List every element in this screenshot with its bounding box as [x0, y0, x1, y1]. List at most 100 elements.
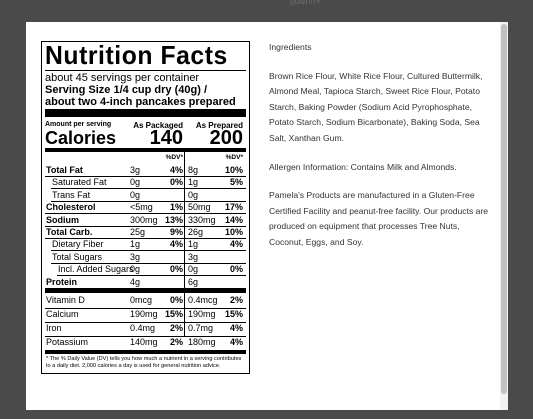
rule: [45, 225, 246, 227]
dv-header: %DV*: [165, 154, 183, 161]
dv: 15%: [164, 309, 183, 319]
amount: 3g: [130, 251, 141, 262]
amount-per-serving: Amount per serving: [45, 121, 112, 128]
serving-size: Serving Size 1/4 cup dry (40g) /: [45, 84, 207, 96]
rule: [45, 213, 246, 214]
dv: 15%: [224, 309, 243, 319]
nutrient-name: Vitamin D: [46, 295, 85, 305]
dv: 0%: [169, 295, 183, 305]
amount: 0.7mg: [188, 323, 214, 333]
amount: 0g: [130, 189, 141, 200]
amount: 190mg: [130, 309, 158, 319]
dv: 9%: [169, 227, 183, 237]
rule: [45, 70, 246, 71]
dv: 2%: [229, 295, 243, 305]
dv-header: %DV*: [225, 154, 243, 161]
amount: 0mcg: [130, 295, 153, 305]
amount: 0g: [130, 177, 141, 188]
dv: 0%: [229, 264, 243, 275]
info-column: Ingredients Brown Rice Flour, White Rice…: [269, 40, 494, 264]
dv: 2%: [169, 337, 183, 347]
nutrient-name: Incl. Added Sugars: [58, 264, 134, 275]
nutrient-name: Saturated Fat: [52, 177, 107, 188]
dv: 10%: [224, 165, 243, 175]
amount: 1g: [188, 239, 199, 250]
ingredients: Brown Rice Flour, White Rice Flour, Cult…: [269, 70, 483, 143]
nutrition-label: Nutrition Facts about 45 servings per con…: [41, 40, 250, 374]
dv: 14%: [224, 214, 243, 225]
rule: [51, 250, 246, 251]
nutrient-name: Trans Fat: [52, 189, 91, 200]
rule: [45, 148, 246, 152]
dv: 17%: [224, 202, 243, 213]
dv: 1%: [169, 202, 183, 213]
rule: [57, 275, 246, 276]
nutrient-name: Dietary Fiber: [52, 239, 104, 250]
amount: 3g: [188, 251, 199, 262]
facility: Pamela's Products are manufactured in a …: [269, 190, 489, 247]
scrollbar-thumb: [501, 24, 507, 394]
amount: 0.4mcg: [188, 295, 218, 305]
nutrient-name: Potassium: [46, 337, 89, 347]
rule: [51, 262, 246, 264]
nutrient-name: Calcium: [46, 309, 79, 319]
dv: 5%: [229, 177, 243, 188]
amount: 180mg: [188, 337, 216, 347]
amount: 0.4mg: [130, 323, 156, 333]
rule: [51, 188, 246, 189]
serving-size: about two 4-inch pancakes prepared: [45, 96, 236, 108]
dv: 2%: [169, 323, 183, 333]
amount: 26g: [188, 227, 204, 237]
amount: 1g: [188, 177, 199, 188]
rule: [45, 307, 246, 309]
dv: 0%: [169, 264, 183, 275]
nutrient-name: Total Carb.: [46, 227, 93, 237]
amount: 140mg: [130, 337, 158, 347]
amount: <5mg: [130, 202, 153, 213]
nutrient-name: Sodium: [46, 214, 79, 225]
amount: 25g: [130, 227, 146, 237]
dv: 0%: [169, 177, 183, 188]
amount: 1g: [130, 239, 141, 250]
column-divider: [184, 152, 185, 337]
amount: 0g: [130, 264, 141, 275]
rule: [45, 349, 246, 351]
amount: 190mg: [188, 309, 216, 319]
ingredients-title: Ingredients: [269, 42, 312, 52]
col-title: As Packaged: [133, 121, 183, 130]
dv: 4%: [229, 323, 243, 333]
rule: [45, 335, 246, 337]
amount: 6g: [188, 276, 199, 287]
rule: [45, 237, 246, 239]
quantity-label: QUANTITY: [290, 0, 321, 6]
col-title: As Prepared: [195, 121, 243, 130]
rule: [51, 200, 246, 202]
dv: 4%: [229, 239, 243, 250]
nutrient-name: Protein: [46, 276, 78, 287]
rule: [45, 287, 246, 289]
dv: 10%: [224, 227, 243, 237]
servings: about 45 servings per container: [45, 72, 200, 84]
amount: 330mg: [188, 214, 216, 225]
allergen: Allergen Information: Contains Milk and …: [269, 161, 457, 172]
nutrient-name: Cholesterol: [46, 202, 96, 213]
amount: 8g: [188, 165, 199, 175]
calories-value: 200: [209, 127, 243, 149]
nutrient-name: Iron: [46, 323, 62, 333]
amount: 50mg: [188, 202, 211, 213]
rule: [45, 109, 246, 117]
amount: 4g: [130, 276, 141, 287]
rule: [45, 288, 246, 293]
calories-label: Calories: [45, 128, 117, 148]
rule: [45, 321, 246, 323]
footnote: * The % Daily Value (DV) tells you how m…: [46, 356, 242, 369]
rule: [45, 350, 246, 354]
rule: [45, 175, 246, 177]
dv: 13%: [164, 214, 183, 225]
amount: 0g: [188, 264, 199, 275]
nutrient-name: Total Sugars: [52, 251, 103, 262]
amount: 0g: [188, 189, 199, 200]
dv: 4%: [169, 165, 183, 175]
amount: 300mg: [130, 214, 158, 225]
